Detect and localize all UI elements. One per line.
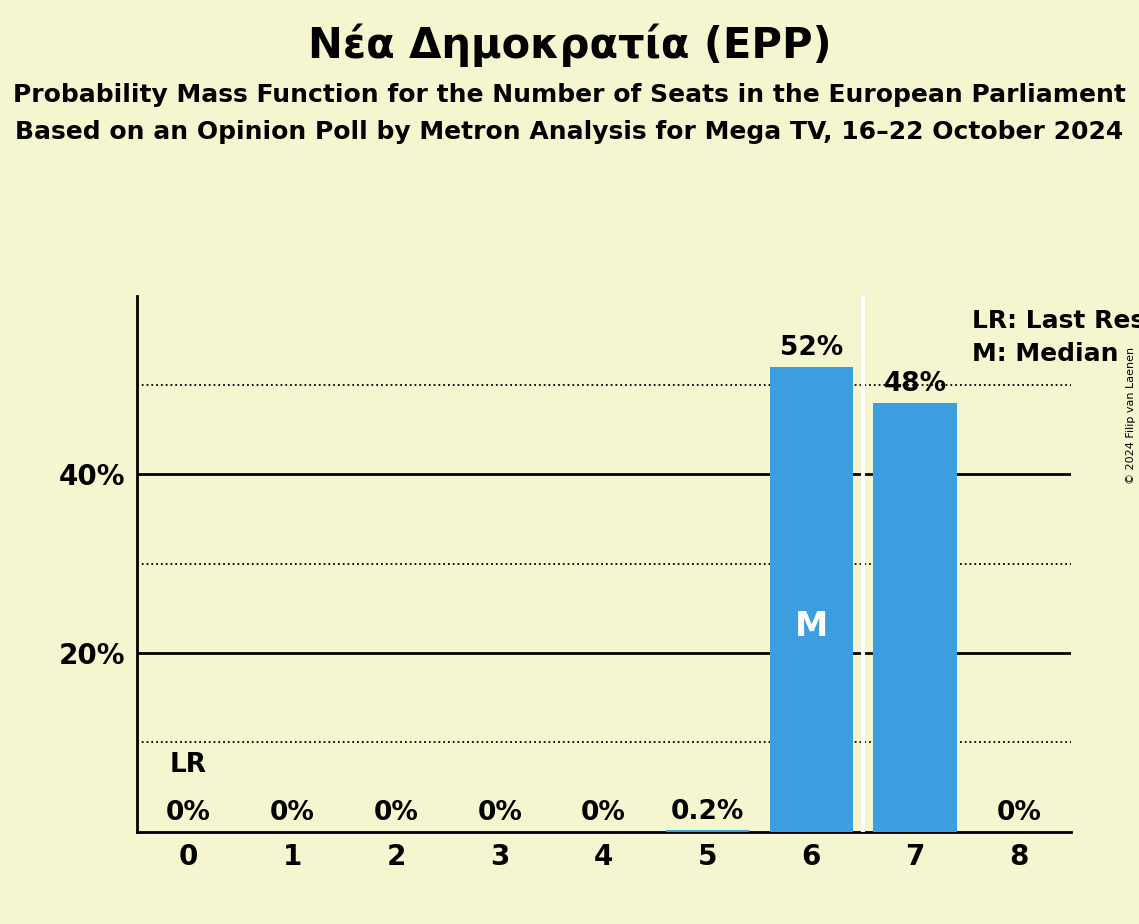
Text: 0%: 0% [477,800,523,826]
Text: Νέα Δημοκρατία (EPP): Νέα Δημοκρατία (EPP) [308,23,831,67]
Text: 48%: 48% [884,371,947,396]
Text: 0%: 0% [270,800,314,826]
Text: 0%: 0% [166,800,211,826]
Bar [874,403,957,832]
Text: 0%: 0% [374,800,418,826]
Text: © 2024 Filip van Laenen: © 2024 Filip van Laenen [1126,347,1136,484]
Bar [666,830,749,832]
Text: 0%: 0% [581,800,626,826]
Text: LR: Last Result: LR: Last Result [972,310,1139,333]
Text: 52%: 52% [779,334,843,361]
Text: Probability Mass Function for the Number of Seats in the European Parliament: Probability Mass Function for the Number… [13,83,1126,107]
Text: 0.2%: 0.2% [671,799,744,825]
Text: 0%: 0% [997,800,1041,826]
Text: M: M [795,610,828,643]
Text: Based on an Opinion Poll by Metron Analysis for Mega TV, 16–22 October 2024: Based on an Opinion Poll by Metron Analy… [15,120,1124,144]
Text: LR: LR [170,752,207,778]
Text: M: Median: M: Median [972,342,1118,366]
Bar [770,367,853,832]
